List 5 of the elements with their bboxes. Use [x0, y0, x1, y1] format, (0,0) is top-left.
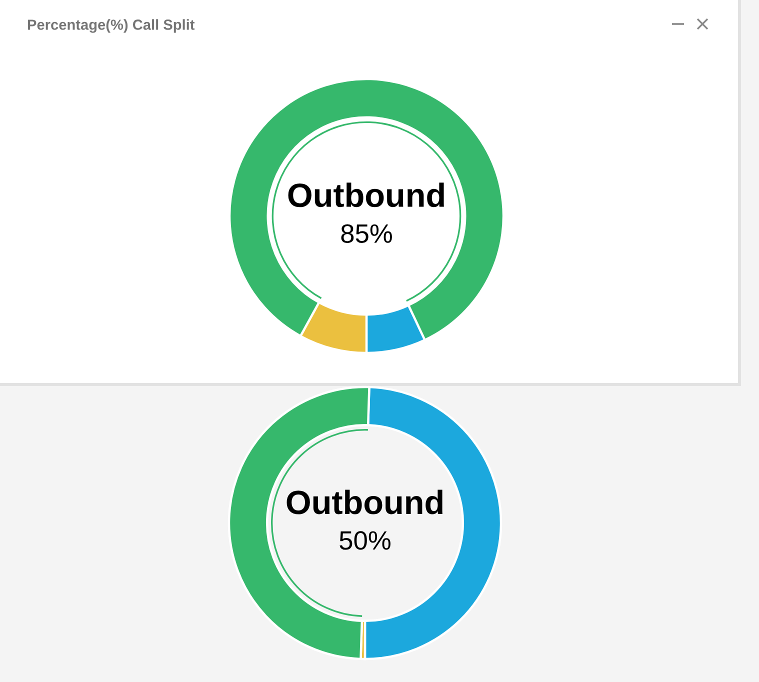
text: Outbound	[286, 490, 442, 514]
text: Percentage(%) Call Split	[28, 19, 195, 33]
text: 85%	[341, 224, 392, 243]
text: 50%	[340, 531, 390, 550]
text: Outbound	[288, 182, 444, 208]
